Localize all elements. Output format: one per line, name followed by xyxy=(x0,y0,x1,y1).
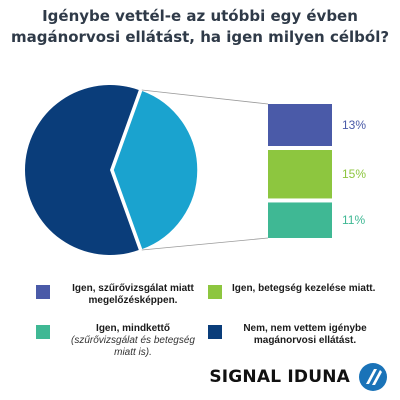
legend-label-no: Nem, nem vettem igénybe magánorvosi ellá… xyxy=(243,323,367,346)
signal-iduna-logo-icon xyxy=(359,363,387,391)
legend-item-no: Nem, nem vettem igénybe magánorvosi ellá… xyxy=(208,323,378,347)
pie-slice-no xyxy=(25,85,139,256)
legend-label-both: Igen, mindkettő (szűrővizsgálat és beteg… xyxy=(60,323,206,359)
connector-line-bottom xyxy=(141,237,269,251)
chart-title: Igénybe vettél-e az utóbbi egy évben mag… xyxy=(0,6,400,48)
legend-swatch-treatment xyxy=(208,285,222,299)
legend-item-treatment: Igen, betegség kezelése miatt. xyxy=(208,283,378,299)
legend-swatch-screening xyxy=(36,285,50,299)
brand-name: SIGNAL IDUNA xyxy=(209,367,350,387)
pie-slice-yes-group xyxy=(112,89,199,251)
breakdown-bar-3 xyxy=(268,202,332,238)
connector-line-top xyxy=(141,89,269,105)
legend-swatch-no xyxy=(208,325,222,339)
breakdown-bar-label-1: 13% xyxy=(342,118,367,132)
legend-label-treatment: Igen, betegség kezelése miatt. xyxy=(232,283,376,294)
breakdown-bar-label-3: 11% xyxy=(342,213,366,228)
brand: SIGNAL IDUNA xyxy=(209,362,388,392)
chart-title-line-1: Igénybe vettél-e az utóbbi egy évben xyxy=(42,7,358,25)
breakdown-bar-2 xyxy=(268,150,332,199)
legend-item-both: Igen, mindkettő (szűrővizsgálat és beteg… xyxy=(36,323,206,359)
legend-sublabel-both: (szűrővizsgálat és betegség miatt is). xyxy=(71,335,195,358)
legend-swatch-both xyxy=(36,325,50,339)
legend-item-screening: Igen, szűrővizsgálat miatt megelőzésképp… xyxy=(36,283,206,307)
legend-label-screening: Igen, szűrővizsgálat miatt megelőzésképp… xyxy=(72,283,194,306)
breakdown-bar-label-2: 15% xyxy=(342,167,367,182)
breakdown-bar-1 xyxy=(268,104,332,146)
chart-title-line-2: magánorvosi ellátást, ha igen milyen cél… xyxy=(10,28,390,46)
